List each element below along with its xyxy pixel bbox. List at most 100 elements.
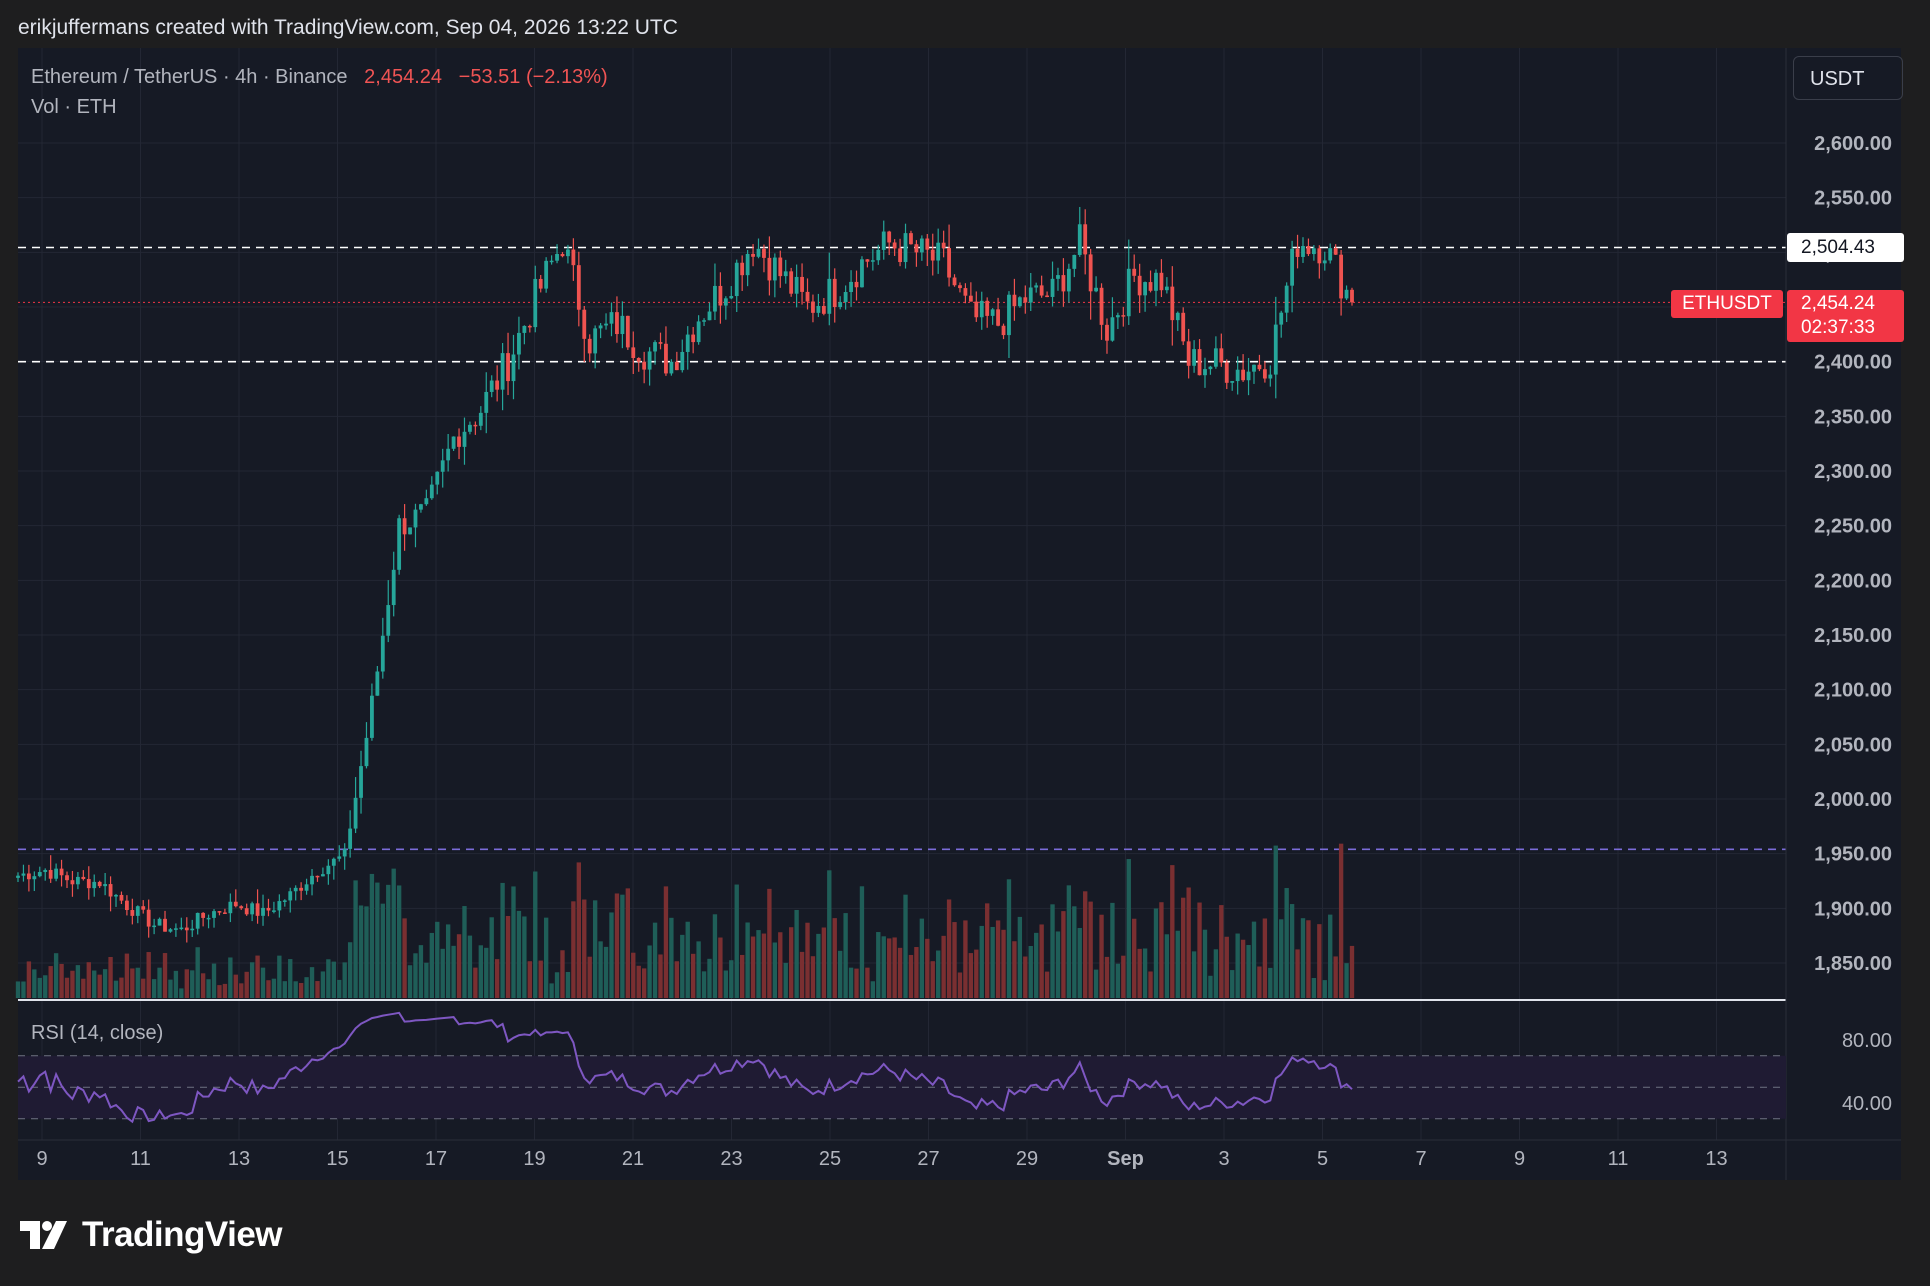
candle-body [261, 907, 265, 916]
rsi-line [17, 1011, 1353, 1124]
rsi-axis[interactable]: 80.00 40.00 [1842, 1030, 1892, 1115]
volume-bar [184, 969, 189, 998]
candle-body [440, 460, 445, 472]
volume-bar [1344, 963, 1349, 998]
candle-body [1252, 364, 1256, 372]
candle-body [489, 380, 494, 392]
candle-body [903, 233, 908, 263]
candle-body [1170, 286, 1175, 321]
volume-bar [1044, 971, 1050, 998]
symbol-legend[interactable]: Ethereum / TetherUS · 4h · Binance 2,454… [31, 66, 608, 89]
volume-bar [1066, 885, 1072, 998]
volume-bar [200, 973, 206, 998]
volume-bar [636, 965, 641, 998]
volume-bar [260, 967, 266, 998]
candle-body [266, 907, 271, 911]
volume-bar [146, 952, 151, 998]
volume-bar [750, 936, 756, 998]
volume-bar [936, 950, 941, 998]
volume-bar [1039, 924, 1044, 998]
volume-bar [288, 959, 293, 998]
volume-bar [347, 942, 353, 998]
candle-body [985, 300, 990, 316]
volume-bar [353, 880, 358, 998]
candle-body [1034, 285, 1039, 288]
volume-bar [827, 870, 832, 998]
volume-bar [1034, 932, 1039, 998]
volume-bar [1164, 934, 1170, 998]
tradingview-logo[interactable]: TradingView [20, 1215, 283, 1255]
candle-body [380, 635, 385, 672]
candle-body [500, 353, 505, 390]
volume-bar [53, 953, 59, 998]
price-tick-label: 2,200.00 [1814, 570, 1892, 592]
volume-bar [326, 959, 331, 998]
candle-body [653, 342, 657, 352]
volume-bar [685, 921, 690, 998]
volume-bar [1061, 911, 1066, 998]
volume-bar [206, 979, 211, 998]
candle-body [315, 875, 320, 878]
time-tick-label: 11 [130, 1148, 151, 1170]
volume-bar [418, 945, 424, 998]
volume-bar [211, 963, 217, 998]
candle-body [424, 498, 429, 505]
volume-bar [1284, 888, 1289, 998]
volume-bar [1338, 843, 1344, 998]
volume-bar [478, 945, 483, 998]
candle-body [620, 315, 625, 335]
candle-body [1072, 254, 1077, 269]
candle-body [282, 900, 287, 902]
candle-body [141, 906, 146, 910]
candle-body [239, 906, 244, 909]
candle-body [1257, 364, 1262, 370]
candle-body [1083, 224, 1088, 255]
candle-body [1148, 282, 1153, 291]
volume-bar [266, 980, 271, 998]
volume-bar [271, 978, 277, 998]
candle-body [462, 431, 467, 447]
volume-bar [647, 945, 652, 998]
candle-body [604, 323, 608, 326]
time-axis[interactable]: 9 11 13 15 17 19 21 23 25 27 29 Sep 3 5 7 9 11 13 [36, 1148, 1727, 1170]
candle-body [838, 302, 843, 308]
candle-body [892, 242, 897, 249]
volume-bar [195, 947, 200, 998]
volume-bar [1001, 929, 1006, 998]
candle-body [767, 257, 772, 281]
volume-bar [554, 972, 560, 998]
candlesticks [16, 206, 1354, 943]
candle-body [870, 260, 875, 262]
candle-body [729, 296, 734, 299]
currency-button[interactable]: USDT [1793, 56, 1903, 100]
volume-bar [81, 978, 86, 998]
volume-bar [701, 971, 707, 998]
volume-legend[interactable]: Vol · ETH [31, 96, 117, 118]
volume-bar [1191, 951, 1197, 998]
volume-bar [320, 971, 326, 998]
volume-bar [734, 884, 739, 998]
volume-bar [43, 975, 48, 998]
volume-bar [369, 873, 375, 998]
horizontal-levels [18, 246, 1786, 851]
volume-bar [151, 979, 157, 998]
volume-bar [119, 977, 124, 998]
candle-body [691, 334, 696, 343]
volume-bar [952, 922, 957, 998]
candle-body [163, 918, 167, 932]
candle-body [250, 903, 255, 915]
volume-bar [1110, 902, 1115, 998]
time-tick-label: 23 [720, 1148, 742, 1170]
volume-bar [304, 977, 309, 998]
volume-bar [963, 920, 968, 998]
candle-body [375, 671, 380, 696]
volume-bar [217, 985, 222, 998]
candle-body [195, 912, 200, 929]
volume-bar [1137, 948, 1142, 998]
volume-bar [756, 930, 761, 998]
candle-body [527, 325, 532, 328]
rsi-legend[interactable]: RSI (14, close) [31, 1022, 164, 1044]
price-tick-label: 2,400.00 [1814, 352, 1892, 374]
candle-body [511, 354, 516, 382]
